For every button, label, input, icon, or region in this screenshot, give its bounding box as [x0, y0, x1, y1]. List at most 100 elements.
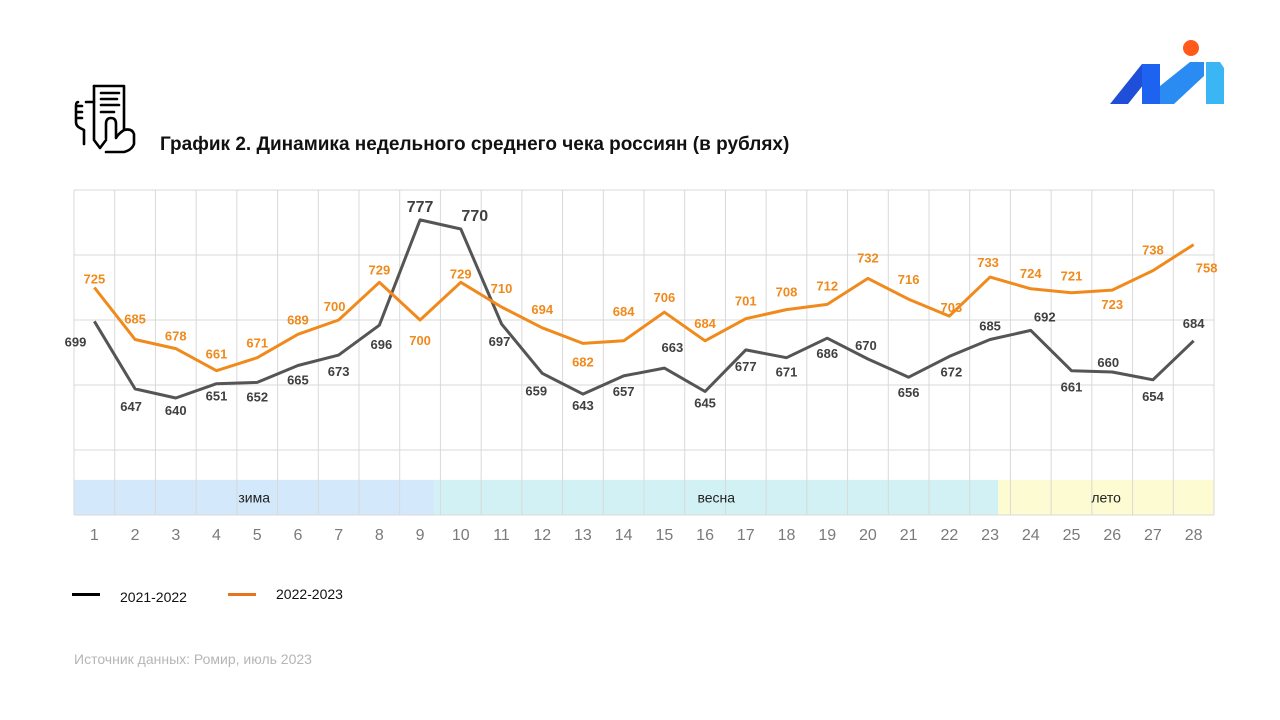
data-label-2022-2023: 733: [977, 255, 999, 270]
data-label-2021-2022: 657: [613, 384, 635, 399]
data-label-2021-2022: 696: [371, 337, 393, 352]
x-tick-label: 2: [131, 527, 140, 544]
data-label-2021-2022: 661: [1061, 380, 1083, 395]
data-label-2022-2023: 685: [124, 312, 146, 327]
data-label-2022-2023: 661: [206, 347, 228, 362]
source-note: Источник данных: Ромир, июль 2023: [74, 651, 312, 667]
series-line-2022-2023: [93, 243, 1195, 373]
x-tick-label: 16: [696, 527, 714, 544]
x-tick-label: 15: [655, 527, 673, 544]
x-tick-label: 14: [615, 527, 633, 544]
data-label-2021-2022: 697: [489, 334, 511, 349]
data-label-2021-2022: 660: [1097, 355, 1119, 370]
data-label-2022-2023: 712: [816, 278, 838, 293]
legend-label-2021-2022: 2021-2022: [120, 589, 187, 605]
data-label-2021-2022: 665: [287, 373, 309, 388]
data-label-2022-2023: 703: [941, 300, 963, 315]
data-label-2021-2022: 673: [328, 364, 350, 379]
data-label-2022-2023: 723: [1101, 297, 1123, 312]
data-label-2022-2023: 706: [654, 290, 676, 305]
data-label-2022-2023: 732: [857, 250, 879, 265]
data-label-2021-2022: 671: [776, 365, 798, 380]
x-tick-label: 6: [293, 527, 302, 544]
x-tick-label: 1: [90, 527, 99, 544]
x-tick-label: 18: [778, 527, 796, 544]
data-label-2022-2023: 684: [694, 316, 716, 331]
x-tick-label: 3: [171, 527, 180, 544]
data-label-2022-2023: 729: [369, 262, 391, 277]
season-band-1: [434, 479, 999, 515]
data-label-2021-2022: 663: [662, 340, 684, 355]
data-label-2021-2022: 685: [979, 319, 1001, 334]
x-tick-label: 9: [416, 527, 425, 544]
x-tick-label: 4: [212, 527, 221, 544]
x-tick-label: 19: [818, 527, 836, 544]
legend: 2021-2022 2022-2023: [72, 586, 472, 606]
receipt-in-hand-icon: [74, 84, 136, 154]
data-label-2021-2022: 647: [120, 399, 142, 414]
x-tick-label: 8: [375, 527, 384, 544]
legend-item-2021-2022[interactable]: 2021-2022: [72, 586, 187, 605]
x-tick-label: 5: [253, 527, 262, 544]
season-band-2: [998, 479, 1214, 515]
data-label-2022-2023: 701: [735, 294, 757, 309]
data-label-2021-2022: 692: [1034, 309, 1056, 324]
data-label-2022-2023: 708: [776, 285, 798, 300]
season-band-0: [74, 479, 435, 515]
data-label-2022-2023: 716: [898, 272, 920, 287]
data-label-2021-2022: 777: [407, 199, 434, 216]
legend-swatch-2021-2022: [72, 592, 100, 596]
data-label-2021-2022: 770: [461, 208, 488, 225]
data-label-2022-2023: 721: [1061, 269, 1083, 284]
data-label-2021-2022: 672: [941, 364, 963, 379]
data-label-2021-2022: 656: [898, 385, 920, 400]
x-tick-label: 20: [859, 527, 877, 544]
data-label-2021-2022: 652: [246, 389, 268, 404]
x-tick-label: 23: [981, 527, 999, 544]
x-tick-label: 28: [1185, 527, 1203, 544]
data-label-2022-2023: 738: [1142, 243, 1164, 258]
data-label-2021-2022: 651: [206, 389, 228, 404]
data-label-2022-2023: 682: [572, 354, 594, 369]
data-label-2022-2023: 678: [165, 329, 187, 344]
legend-swatch-2022-2023: [228, 592, 256, 596]
data-label-2021-2022: 643: [572, 398, 594, 413]
x-tick-label: 10: [452, 527, 470, 544]
data-label-2021-2022: 670: [855, 338, 877, 353]
data-label-2022-2023: 694: [531, 302, 553, 317]
x-tick-label: 17: [737, 527, 755, 544]
data-label-2021-2022: 645: [694, 396, 716, 411]
page-title: График 2. Динамика недельного среднего ч…: [160, 134, 790, 155]
data-label-2022-2023: 725: [84, 272, 106, 287]
legend-label-2022-2023: 2022-2023: [276, 586, 343, 602]
data-label-2022-2023: 671: [246, 336, 268, 351]
data-label-2022-2023: 684: [613, 304, 635, 319]
data-label-2021-2022: 640: [165, 403, 187, 418]
data-label-2022-2023: 700: [324, 299, 346, 314]
data-label-2022-2023: 700: [409, 333, 431, 348]
data-label-2022-2023: 758: [1196, 261, 1218, 276]
data-label-2021-2022: 654: [1142, 389, 1164, 404]
season-label-весна: весна: [697, 489, 735, 505]
x-tick-label: 24: [1022, 527, 1040, 544]
x-tick-label: 22: [940, 527, 958, 544]
series-line-2021-2022: [93, 218, 1195, 400]
data-label-2021-2022: 699: [65, 334, 87, 349]
brand-logo: [1110, 40, 1224, 104]
x-tick-label: 7: [334, 527, 343, 544]
season-label-лето: лето: [1091, 489, 1121, 505]
data-label-2022-2023: 689: [287, 312, 309, 327]
legend-item-2022-2023[interactable]: 2022-2023: [228, 586, 343, 602]
data-label-2022-2023: 710: [491, 281, 513, 296]
x-tick-label: 21: [900, 527, 918, 544]
data-label-2022-2023: 729: [450, 266, 472, 281]
x-tick-label: 11: [493, 527, 510, 544]
data-label-2021-2022: 686: [816, 346, 838, 361]
season-label-зима: зима: [238, 489, 270, 505]
data-label-2021-2022: 659: [525, 383, 547, 398]
x-tick-label: 13: [574, 527, 592, 544]
x-tick-label: 27: [1144, 527, 1162, 544]
data-label-2022-2023: 724: [1020, 266, 1042, 281]
data-label-2021-2022: 684: [1183, 316, 1205, 331]
